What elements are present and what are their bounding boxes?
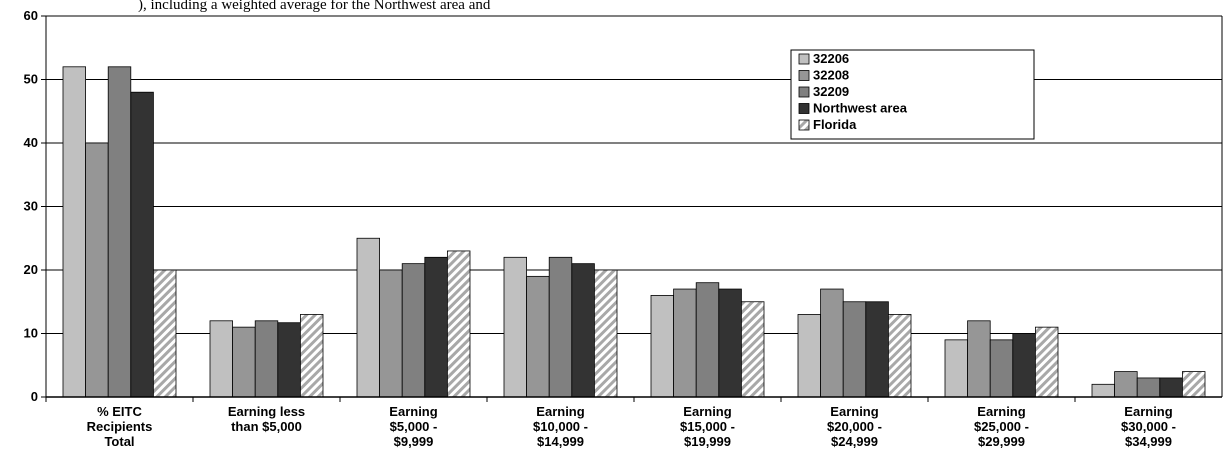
bar-32206	[944, 339, 969, 398]
bar-florida	[299, 314, 324, 398]
bar-northwest-area	[571, 263, 595, 398]
bar-32208	[85, 142, 109, 398]
legend-swatch	[798, 70, 810, 81]
y-tick-label: 60	[24, 8, 38, 23]
bar-32206	[62, 66, 87, 398]
x-category-label: Earning	[1124, 404, 1172, 419]
bar-32208	[673, 288, 697, 398]
legend-label: 32208	[813, 68, 849, 83]
x-category-label: Earning	[977, 404, 1025, 419]
bar-32206	[1091, 383, 1116, 398]
legend-label: 32206	[813, 51, 849, 66]
y-tick-label: 10	[24, 326, 38, 341]
bar-32209	[401, 263, 426, 398]
bar-florida	[594, 269, 618, 398]
x-category-label: $9,999	[394, 434, 434, 449]
legend-swatch	[798, 86, 810, 98]
x-category-label: $34,999	[1125, 434, 1172, 449]
bar-32206	[356, 237, 381, 398]
bar-northwest-area	[1159, 377, 1183, 398]
bar-northwest-area	[424, 256, 448, 398]
x-category-label: Recipients	[87, 419, 153, 434]
legend-label: 32209	[813, 84, 849, 99]
bar-32208	[526, 275, 550, 398]
bar-32209	[695, 282, 720, 398]
bar-32206	[650, 294, 675, 398]
legend-swatch	[798, 119, 810, 131]
bar-florida	[888, 314, 912, 398]
bar-northwest-area	[130, 91, 154, 398]
bar-32206	[797, 314, 822, 398]
bar-32208	[1114, 371, 1138, 398]
y-tick-label: 30	[24, 199, 38, 214]
bar-florida	[446, 250, 471, 398]
bar-florida	[1182, 371, 1206, 398]
bar-32209	[254, 320, 279, 398]
x-category-label: Earning	[389, 404, 437, 419]
bar-northwest-area	[865, 301, 889, 398]
bar-florida	[152, 269, 177, 398]
bars	[62, 66, 1206, 398]
bar-northwest-area	[277, 322, 301, 398]
bar-32206	[503, 256, 528, 398]
bar-northwest-area	[718, 288, 742, 398]
legend-box	[790, 49, 1035, 140]
x-category-label: Total	[104, 434, 134, 449]
y-tick-labels: 0 10 20 30 40 50 60	[24, 8, 38, 404]
x-category-label: $29,999	[978, 434, 1025, 449]
y-tick-label: 0	[31, 389, 38, 404]
legend-swatch	[798, 103, 810, 114]
y-tick-label: 20	[24, 262, 38, 277]
x-category-label: Earning	[683, 404, 731, 419]
bar-32206	[209, 320, 234, 398]
bar-32209	[107, 66, 132, 398]
bar-florida	[741, 301, 765, 398]
x-category-label: $24,999	[831, 434, 878, 449]
x-category-label: Earning	[536, 404, 584, 419]
legend-label: Northwest area	[813, 101, 908, 116]
legend-label: Florida	[813, 117, 857, 132]
x-category-label: than $5,000	[231, 419, 302, 434]
x-category-label: $20,000 -	[827, 419, 882, 434]
bar-32209	[548, 256, 573, 398]
bar-32209	[989, 339, 1014, 398]
header-fragment: ), including a weighted average for the …	[138, 0, 491, 13]
x-category-label: % EITC	[97, 404, 142, 419]
y-tick-label: 50	[24, 72, 38, 87]
bar-32208	[967, 320, 991, 398]
x-category-label: $5,000 -	[390, 419, 438, 434]
bar-32208	[232, 326, 256, 398]
bar-32208	[379, 269, 403, 398]
bar-32209	[842, 301, 867, 398]
x-category-label: $25,000 -	[974, 419, 1029, 434]
x-category-label: $15,000 -	[680, 419, 735, 434]
y-tick-label: 40	[24, 135, 38, 150]
bar-32209	[1136, 377, 1161, 398]
bar-florida	[1035, 326, 1059, 398]
x-category-label: $30,000 -	[1121, 419, 1176, 434]
x-category-label: $14,999	[537, 434, 584, 449]
x-category-label: Earning	[830, 404, 878, 419]
x-category-label: $19,999	[684, 434, 731, 449]
legend-swatch	[798, 53, 810, 65]
bar-32208	[820, 288, 844, 398]
x-category-label: Earning less	[228, 404, 305, 419]
bar-northwest-area	[1012, 333, 1036, 398]
axes	[45, 16, 1223, 402]
x-category-label: $10,000 -	[533, 419, 588, 434]
